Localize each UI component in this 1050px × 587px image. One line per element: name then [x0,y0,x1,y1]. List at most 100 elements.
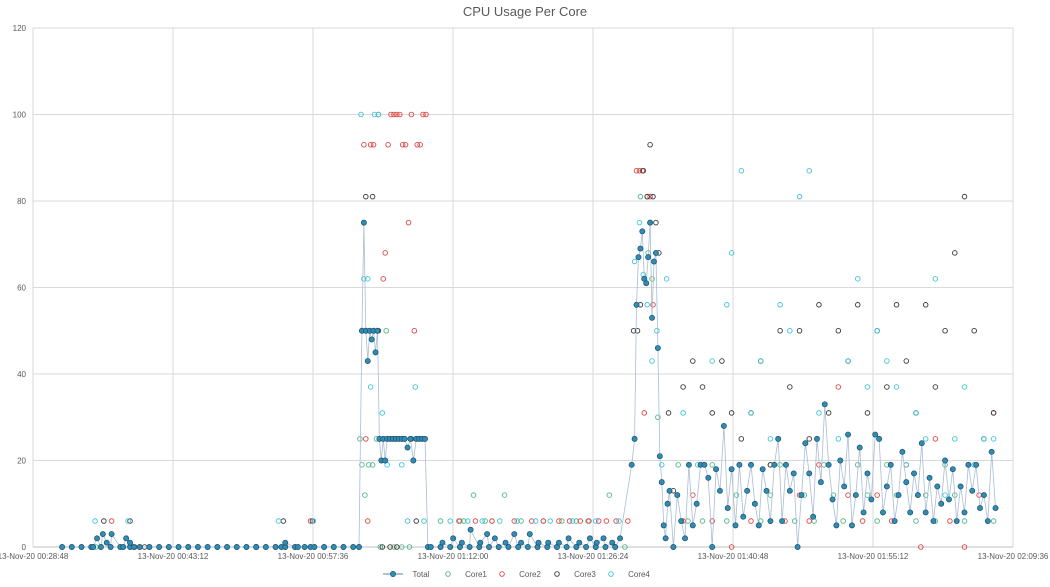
data-point-total [565,535,572,542]
data-point-total [59,544,66,550]
data-point-total [563,544,570,550]
data-point-total [872,431,879,438]
data-point-total [107,544,114,550]
data-point-total [602,544,609,550]
data-point-core4 [379,410,386,416]
data-point-core4 [644,302,650,308]
data-point-total [918,440,925,447]
data-point-total [175,544,182,550]
data-point-core3 [932,384,939,390]
data-point-core4 [547,518,553,524]
x-tick-label: 13-Nov-20 00:28:48 [0,552,69,561]
data-point-core2 [511,518,518,524]
data-point-core1 [482,518,488,524]
legend-item-core3: Core3 [554,570,596,579]
data-point-total [637,245,644,252]
data-point-core1 [709,462,715,468]
data-point-total [356,544,362,550]
data-point-core4 [777,302,783,308]
data-point-total [136,544,143,550]
data-point-core4 [952,436,958,442]
data-point-total [670,544,677,550]
data-point-total [253,544,260,550]
data-point-core2 [420,111,426,118]
data-point-total [720,422,727,429]
data-point-total [573,544,580,550]
data-point-core4 [961,384,968,390]
data-point-core2 [650,302,656,308]
data-point-total [495,544,502,550]
data-point-core3 [363,193,369,200]
data-point-total [786,487,793,494]
data-point-core2 [748,518,754,524]
data-point-total [949,466,956,473]
data-point-total [103,539,110,546]
data-point-core1 [573,518,580,524]
data-point-core4 [358,111,364,118]
data-point-core4 [767,436,774,442]
data-point-total [674,492,681,499]
data-point-total [321,544,328,550]
data-point-total [740,513,747,520]
data-point-core3 [825,410,832,416]
data-point-core2 [394,111,400,118]
data-point-core4 [806,167,812,174]
y-tick-label: 40 [17,370,26,379]
data-point-core2 [402,142,409,148]
legend-label: Core1 [465,570,487,579]
data-point-core2 [489,518,495,524]
data-point-total [946,496,952,503]
series-line-total [62,222,996,549]
data-point-core4 [404,518,411,524]
data-point-total [368,336,375,343]
data-point-core4 [631,258,638,265]
data-point-total [814,435,820,442]
data-point-total [914,492,921,499]
data-point-total [845,431,851,438]
data-point-core1 [649,276,655,282]
data-point-total [156,544,163,550]
data-point-total [660,522,667,529]
data-point-core3 [922,302,929,308]
data-point-core2 [411,328,418,334]
data-point-total [860,509,867,516]
data-point-core3 [709,410,715,416]
data-point-total [988,448,995,455]
data-point-total [848,522,855,529]
data-point-total [903,479,910,486]
data-point-total [635,254,642,261]
data-point-core2 [528,518,535,524]
data-point-core2 [365,518,371,524]
data-point-core3 [634,328,641,334]
legend-label: Core2 [519,570,541,579]
data-point-core2 [380,276,387,282]
x-tick-label: 13-Nov-20 01:12:00 [418,552,489,561]
data-point-core1 [406,544,413,550]
data-point-core1 [874,518,880,524]
legend-label: Core4 [628,570,650,579]
data-point-total [587,535,593,542]
data-point-core2 [367,142,374,148]
data-point-core2 [370,142,377,148]
data-point-core4 [421,518,427,524]
data-point-total [600,535,607,542]
data-point-total [364,358,371,364]
data-point-core3 [413,518,420,524]
data-point-total [911,470,917,477]
data-point-core2 [641,410,648,416]
data-point-total [736,461,743,468]
data-point-core4 [990,436,997,442]
data-point-total [732,522,739,529]
data-point-core4 [496,518,503,524]
y-tick-label: 0 [22,543,27,552]
data-point-total [631,435,638,442]
data-point-total [755,522,762,529]
grid-lines [32,27,1014,548]
data-point-core3 [680,384,686,390]
data-point-core2 [566,518,573,524]
data-point-total [195,544,201,550]
data-point-core1 [637,193,644,200]
data-point-core4 [398,462,405,468]
data-point-total [360,219,367,226]
data-point-total [977,505,983,512]
